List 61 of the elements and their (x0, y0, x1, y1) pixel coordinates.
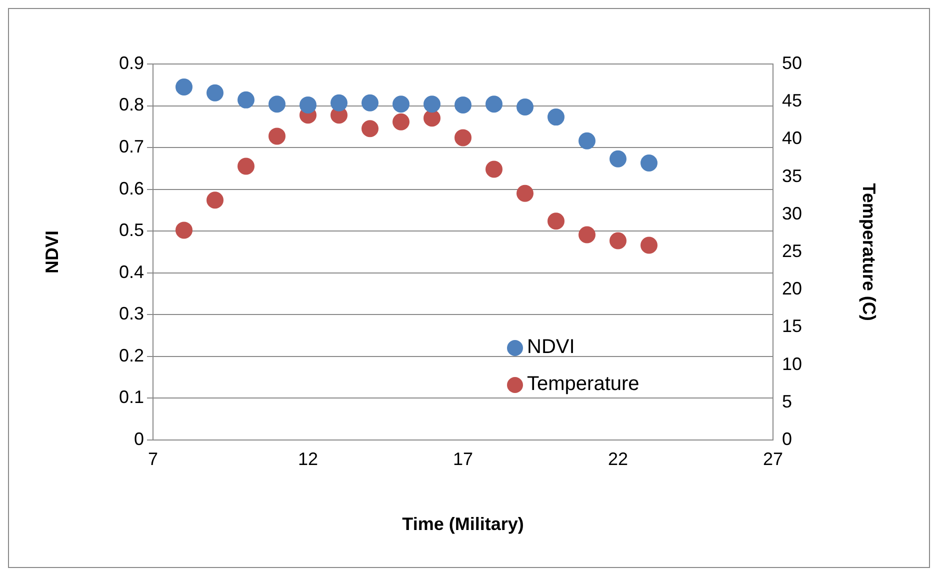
point (610, 150, 626, 168)
y2-tick-label: 0 (782, 428, 792, 449)
point (176, 78, 192, 96)
y2-tick-label: 30 (782, 203, 802, 224)
y-tick-label: 0.7 (118, 136, 144, 157)
point (206, 84, 224, 102)
point (640, 236, 658, 254)
y2-tick-label: 15 (782, 316, 802, 336)
point (610, 232, 626, 250)
y-tick-label: 0.4 (118, 262, 144, 282)
y2-tick-label: 45 (782, 90, 802, 111)
point (300, 96, 316, 114)
point (268, 96, 286, 113)
x-tick-label: 7 (148, 448, 158, 469)
point (454, 96, 472, 114)
point (392, 96, 410, 113)
y-tick-label: 0.6 (118, 178, 144, 198)
point (206, 192, 224, 209)
point (424, 110, 440, 127)
y-tick-label: 0 (134, 428, 144, 449)
point (362, 120, 378, 138)
point (578, 132, 596, 150)
y-tick-label: 0.3 (118, 304, 144, 324)
x-tick-label: 17 (452, 448, 474, 469)
point (362, 94, 378, 112)
y-tick-label: 0.8 (118, 94, 144, 115)
y2-tick-label: 25 (782, 240, 802, 261)
y-tick-label: 0.5 (118, 220, 144, 240)
y-tick-label: 0.2 (118, 345, 144, 366)
point (238, 158, 254, 175)
y2-tick-label: 35 (782, 166, 802, 186)
x-tick-label: 12 (298, 448, 318, 469)
point (454, 129, 472, 146)
point (548, 108, 564, 126)
point (548, 212, 564, 230)
point (392, 113, 410, 130)
point (424, 96, 440, 113)
point (330, 94, 348, 112)
point (486, 96, 502, 113)
y2-tick-label: 40 (782, 128, 802, 148)
legend-label: Temperature (527, 373, 640, 396)
point (516, 184, 534, 202)
x-tick-label: 22 (608, 448, 628, 469)
point (516, 98, 534, 116)
point (578, 226, 596, 244)
y-axis-title: NDVI (42, 230, 62, 274)
point (238, 91, 254, 108)
y2-axis-title: Temperature (C) (859, 183, 880, 321)
y-tick-label: 0.9 (118, 52, 144, 73)
point (486, 160, 502, 178)
y-tick-label: 0.1 (118, 387, 144, 408)
x-tick-label: 27 (762, 448, 784, 469)
point (176, 222, 192, 239)
legend-label: NDVI (527, 336, 575, 359)
y2-tick-label: 20 (782, 278, 802, 299)
y2-tick-label: 5 (782, 391, 792, 412)
x-axis-title: Time (Military) (402, 514, 524, 534)
y2-tick-label: 50 (782, 52, 802, 73)
point (268, 128, 286, 145)
y2-tick-label: 10 (782, 354, 802, 374)
point (640, 154, 658, 172)
